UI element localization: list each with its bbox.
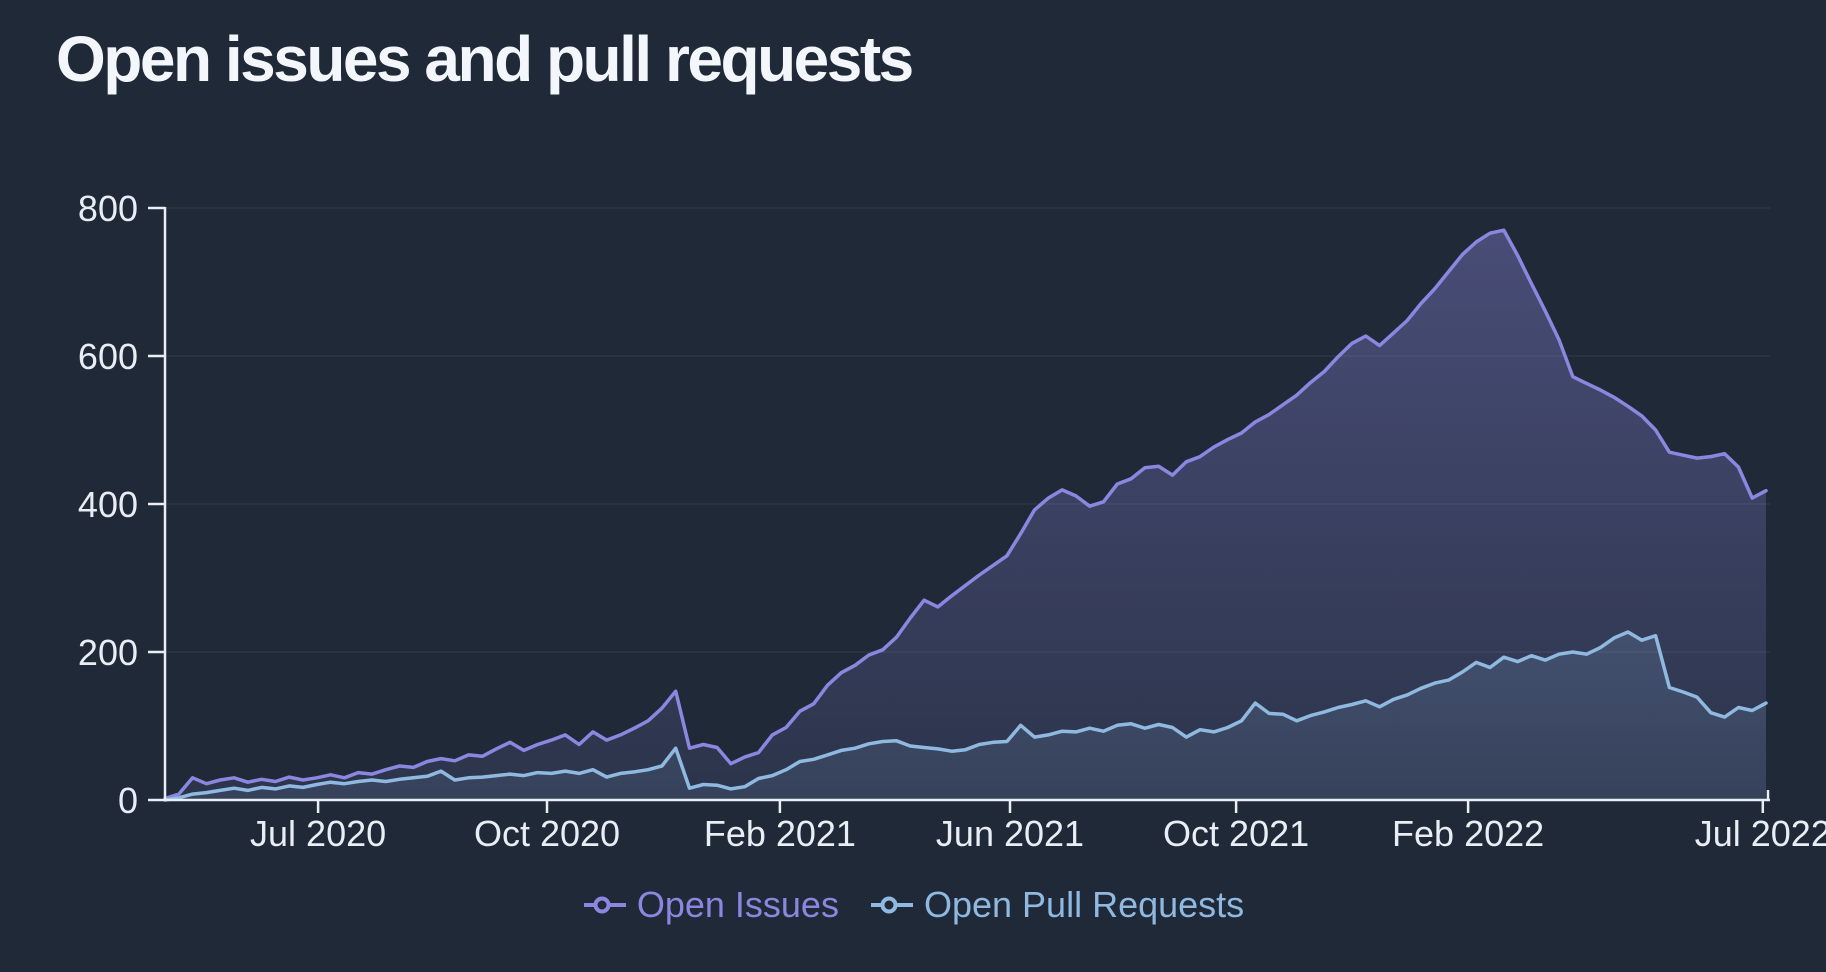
chart-legend: Open Issues Open Pull Requests <box>0 884 1826 926</box>
y-tick-label: 200 <box>78 632 138 673</box>
open-pull-requests-legend-marker-icon <box>870 896 913 914</box>
chart-title: Open issues and pull requests <box>56 23 914 95</box>
x-axis-labels: Jul 2020 Oct 2020 Feb 2021 Jun 2021 Oct 2021… <box>250 813 1826 854</box>
open-issues-legend-marker-icon <box>583 896 626 914</box>
axes <box>148 206 1770 813</box>
x-tick-label: Feb 2021 <box>704 813 856 854</box>
x-tick-label: Oct 2020 <box>474 813 620 854</box>
x-tick-label: Jul 2020 <box>250 813 386 854</box>
legend-item-open-issues[interactable]: Open Issues <box>582 884 839 926</box>
x-tick-label: Oct 2021 <box>1163 813 1309 854</box>
y-axis-labels: 0 200 400 600 800 <box>78 188 138 821</box>
y-tick-label: 800 <box>78 188 138 229</box>
y-tick-label: 600 <box>78 336 138 377</box>
legend-label-open-pull-requests: Open Pull Requests <box>923 884 1245 925</box>
y-tick-label: 0 <box>118 780 138 821</box>
legend-label-open-issues: Open Issues <box>636 884 839 925</box>
open-issues-line[interactable] <box>163 228 1768 801</box>
open-pull-requests-line[interactable] <box>163 630 1768 802</box>
legend-item-open-pull-requests[interactable]: Open Pull Requests <box>869 884 1244 926</box>
x-tick-label: Jun 2021 <box>936 813 1084 854</box>
y-tick-label: 400 <box>78 484 138 525</box>
open-pull-requests-area <box>165 632 1766 800</box>
open-issues-area <box>165 230 1766 800</box>
x-tick-label: Jul 2022 <box>1695 813 1826 854</box>
x-tick-label: Feb 2022 <box>1392 813 1544 854</box>
